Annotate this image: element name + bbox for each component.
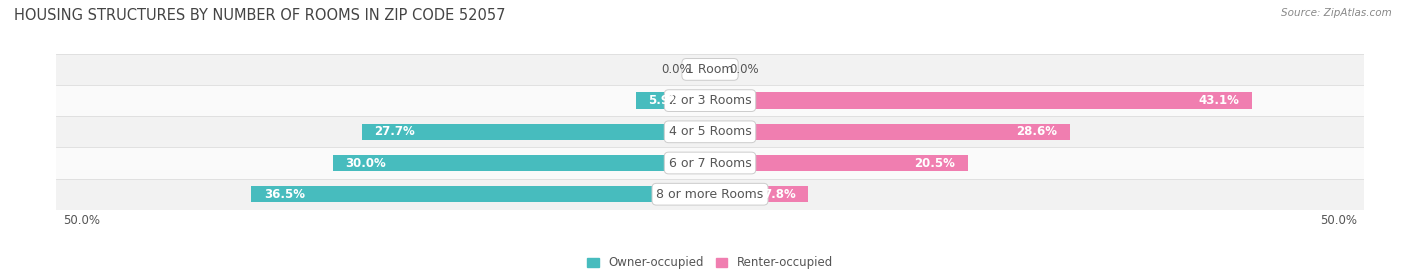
Bar [0,179,1406,210]
Text: 0.0%: 0.0% [728,63,758,76]
Bar [710,93,1251,109]
Text: 28.6%: 28.6% [1017,125,1057,138]
Text: 6 or 7 Rooms: 6 or 7 Rooms [669,157,751,169]
Text: 30.0%: 30.0% [346,157,387,169]
Text: 8 or more Rooms: 8 or more Rooms [657,188,763,201]
Text: 27.7%: 27.7% [374,125,415,138]
Bar [0,54,1406,85]
Text: Source: ZipAtlas.com: Source: ZipAtlas.com [1281,8,1392,18]
Bar [710,124,1070,140]
Text: 20.5%: 20.5% [914,157,955,169]
Bar [710,155,967,171]
Bar [0,116,1406,147]
Text: 4 or 5 Rooms: 4 or 5 Rooms [669,125,751,138]
Bar [710,186,808,202]
Text: 2 or 3 Rooms: 2 or 3 Rooms [669,94,751,107]
Text: HOUSING STRUCTURES BY NUMBER OF ROOMS IN ZIP CODE 52057: HOUSING STRUCTURES BY NUMBER OF ROOMS IN… [14,8,506,23]
Text: 43.1%: 43.1% [1198,94,1239,107]
Text: 7.8%: 7.8% [763,188,796,201]
Legend: Owner-occupied, Renter-occupied: Owner-occupied, Renter-occupied [582,252,838,269]
Bar [333,155,710,171]
Text: 0.0%: 0.0% [662,63,692,76]
Bar [252,186,710,202]
Bar [636,93,710,109]
Bar [0,85,1406,116]
Text: 36.5%: 36.5% [264,188,305,201]
Text: 1 Room: 1 Room [686,63,734,76]
Bar [0,147,1406,179]
Bar [361,124,710,140]
Text: 5.9%: 5.9% [648,94,682,107]
